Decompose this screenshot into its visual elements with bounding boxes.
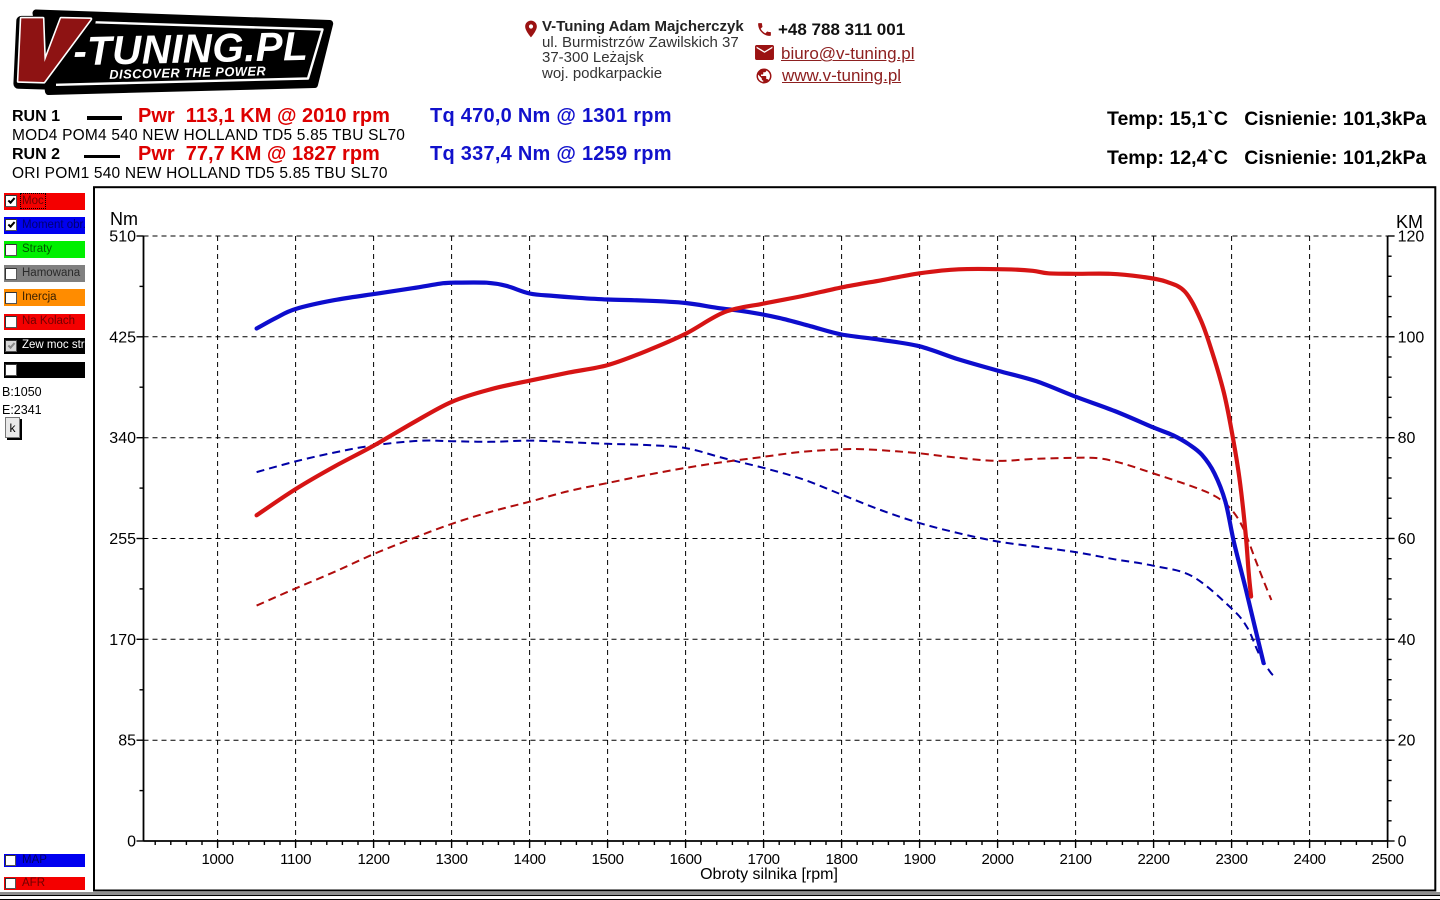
svg-text:0: 0 xyxy=(1398,834,1407,851)
svg-text:60: 60 xyxy=(1398,531,1416,548)
svg-text:1400: 1400 xyxy=(514,851,546,868)
svg-text:2500: 2500 xyxy=(1372,851,1404,868)
svg-text:120: 120 xyxy=(1398,229,1425,246)
svg-text:1300: 1300 xyxy=(436,851,468,868)
svg-text:1700: 1700 xyxy=(748,851,780,868)
svg-text:2000: 2000 xyxy=(982,851,1014,868)
svg-text:85: 85 xyxy=(118,733,136,750)
svg-text:1500: 1500 xyxy=(592,851,624,868)
svg-text:Nm: Nm xyxy=(110,209,138,229)
svg-text:DISCOVER THE POWER: DISCOVER THE POWER xyxy=(109,63,266,82)
svg-text:1000: 1000 xyxy=(202,851,234,868)
svg-text:2200: 2200 xyxy=(1138,851,1170,868)
svg-text:0: 0 xyxy=(127,834,136,851)
svg-text:40: 40 xyxy=(1398,632,1416,649)
svg-text:1100: 1100 xyxy=(280,851,311,868)
svg-text:20: 20 xyxy=(1398,733,1416,750)
svg-text:1600: 1600 xyxy=(670,851,702,868)
svg-text:KM: KM xyxy=(1396,212,1423,232)
svg-text:2400: 2400 xyxy=(1294,851,1326,868)
svg-text:1800: 1800 xyxy=(826,851,858,868)
svg-text:510: 510 xyxy=(109,229,136,246)
svg-text:Obroty silnika [rpm]: Obroty silnika [rpm] xyxy=(700,866,838,883)
svg-text:-TUNING.PL: -TUNING.PL xyxy=(73,23,309,74)
svg-text:2300: 2300 xyxy=(1216,851,1248,868)
svg-text:255: 255 xyxy=(109,531,136,548)
svg-text:340: 340 xyxy=(109,430,136,447)
svg-text:170: 170 xyxy=(109,632,136,649)
svg-text:1900: 1900 xyxy=(904,851,936,868)
svg-text:1200: 1200 xyxy=(358,851,390,868)
svg-text:2100: 2100 xyxy=(1060,851,1092,868)
svg-text:425: 425 xyxy=(109,329,136,346)
svg-text:100: 100 xyxy=(1398,329,1425,346)
svg-text:80: 80 xyxy=(1398,430,1416,447)
